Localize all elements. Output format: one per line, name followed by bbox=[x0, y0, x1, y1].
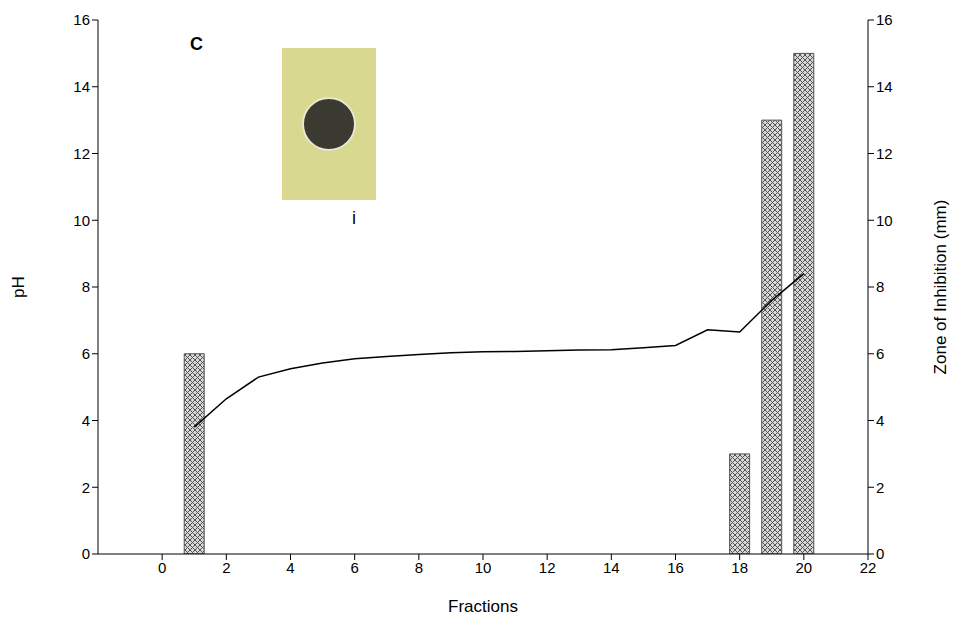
svg-text:4: 4 bbox=[82, 412, 90, 429]
svg-text:6: 6 bbox=[350, 559, 358, 576]
svg-text:10: 10 bbox=[475, 559, 492, 576]
svg-text:16: 16 bbox=[667, 559, 684, 576]
svg-text:0: 0 bbox=[82, 545, 90, 562]
svg-text:Zone of Inhibition (mm): Zone of Inhibition (mm) bbox=[931, 200, 950, 375]
svg-text:0: 0 bbox=[876, 545, 884, 562]
svg-text:10: 10 bbox=[876, 212, 893, 229]
svg-text:2: 2 bbox=[82, 479, 90, 496]
svg-text:14: 14 bbox=[603, 559, 620, 576]
svg-text:18: 18 bbox=[731, 559, 748, 576]
svg-text:8: 8 bbox=[82, 278, 90, 295]
svg-text:10: 10 bbox=[73, 212, 90, 229]
svg-text:12: 12 bbox=[73, 145, 90, 162]
svg-text:12: 12 bbox=[539, 559, 556, 576]
svg-text:8: 8 bbox=[415, 559, 423, 576]
svg-text:12: 12 bbox=[876, 145, 893, 162]
html-text:C: C bbox=[190, 34, 203, 54]
svg-text:16: 16 bbox=[876, 11, 893, 28]
svg-text:14: 14 bbox=[876, 78, 893, 95]
svg-text:16: 16 bbox=[73, 11, 90, 28]
svg-text:14: 14 bbox=[73, 78, 90, 95]
svg-text:Fractions: Fractions bbox=[448, 597, 518, 616]
svg-text:6: 6 bbox=[876, 345, 884, 362]
svg-text:20: 20 bbox=[795, 559, 812, 576]
svg-text:2: 2 bbox=[876, 479, 884, 496]
svg-text:8: 8 bbox=[876, 278, 884, 295]
svg-text:4: 4 bbox=[286, 559, 294, 576]
svg-text:4: 4 bbox=[876, 412, 884, 429]
svg-text:0: 0 bbox=[158, 559, 166, 576]
svg-text:22: 22 bbox=[860, 559, 877, 576]
html-text:i: i bbox=[352, 208, 356, 228]
svg-text:2: 2 bbox=[222, 559, 230, 576]
svg-text:6: 6 bbox=[82, 345, 90, 362]
svg-text:pH: pH bbox=[9, 276, 28, 298]
